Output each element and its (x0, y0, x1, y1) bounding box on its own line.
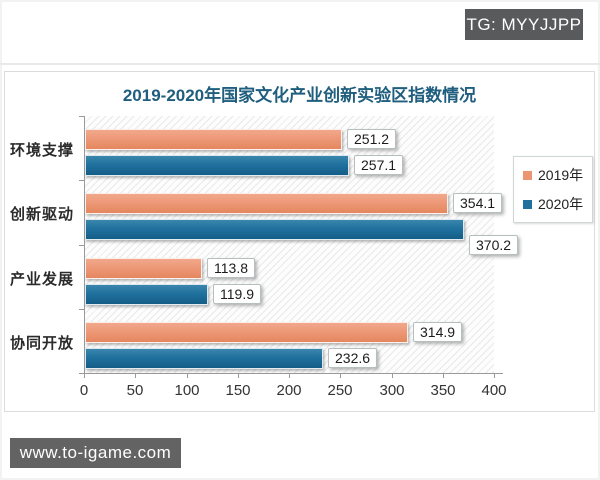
x-tick-label: 300 (379, 382, 405, 399)
x-axis-tick (187, 373, 188, 378)
category-label: 环境支撑 (9, 142, 74, 159)
x-axis-tick (84, 373, 85, 378)
legend-item-2019年: 2019年 (523, 165, 583, 185)
watermark-url: www.to-igame.com (10, 438, 181, 468)
chart-title: 2019-2020年国家文化产业创新实验区指数情况 (122, 86, 477, 105)
chart-panel: 2019-2020年国家文化产业创新实验区指数情况 环境支撑创新驱动产业发展协同… (4, 71, 595, 412)
x-axis-tick (494, 373, 495, 378)
bar-2020年-产业发展 (85, 284, 208, 305)
data-label-2019年-环境支撑: 251.2 (347, 129, 397, 149)
legend-swatch-icon (523, 199, 532, 209)
x-tick-label: 400 (481, 382, 507, 399)
data-label-2020年-创新驱动: 370.2 (469, 235, 519, 255)
chart-legend: 2019年 2020年 (513, 156, 594, 223)
legend-label: 2019年 (538, 167, 584, 183)
data-label-2020年-环境支撑: 257.1 (354, 155, 404, 175)
x-axis-tick (289, 373, 290, 378)
x-axis-tick (392, 373, 393, 378)
y-axis-tick (79, 116, 84, 117)
y-axis-tick (79, 245, 84, 246)
category-label: 产业发展 (9, 271, 74, 288)
category-label: 协同开放 (9, 335, 74, 352)
x-tick-label: 250 (327, 382, 353, 399)
data-label-2020年-协同开放: 232.6 (328, 348, 378, 368)
x-tick-label: 150 (225, 382, 251, 399)
x-axis-tick (238, 373, 239, 378)
x-tick-label: 200 (276, 382, 302, 399)
telegram-badge: TG: MYYJJPP (465, 9, 583, 40)
x-tick-label: 350 (430, 382, 456, 399)
y-axis-tick (79, 373, 84, 374)
legend-swatch-icon (523, 170, 532, 180)
legend-label: 2020年 (538, 196, 584, 212)
data-label-2020年-产业发展: 119.9 (213, 284, 261, 304)
bar-2020年-环境支撑 (85, 155, 349, 176)
x-tick-label: 50 (126, 382, 144, 399)
x-tick-label: 0 (79, 382, 89, 399)
y-axis-tick (79, 309, 84, 310)
bar-2019年-创新驱动 (85, 193, 448, 214)
bar-2020年-协同开放 (85, 348, 323, 369)
x-axis-tick (443, 373, 444, 378)
x-axis-line (79, 373, 503, 374)
x-axis-tick (340, 373, 341, 378)
bar-2019年-协同开放 (85, 322, 408, 343)
y-axis-line (84, 116, 85, 373)
legend-item-2020年: 2020年 (523, 194, 583, 214)
category-label: 创新驱动 (9, 206, 74, 223)
x-axis-tick (135, 373, 136, 378)
y-axis-tick (79, 180, 84, 181)
data-label-2019年-协同开放: 314.9 (413, 322, 463, 342)
top-divider (0, 63, 600, 65)
data-label-2019年-产业发展: 113.8 (207, 258, 255, 278)
bar-2020年-创新驱动 (85, 219, 464, 240)
bar-2019年-产业发展 (85, 258, 202, 279)
data-label-2019年-创新驱动: 354.1 (453, 193, 503, 213)
bar-2019年-环境支撑 (85, 129, 342, 150)
x-tick-label: 100 (174, 382, 200, 399)
